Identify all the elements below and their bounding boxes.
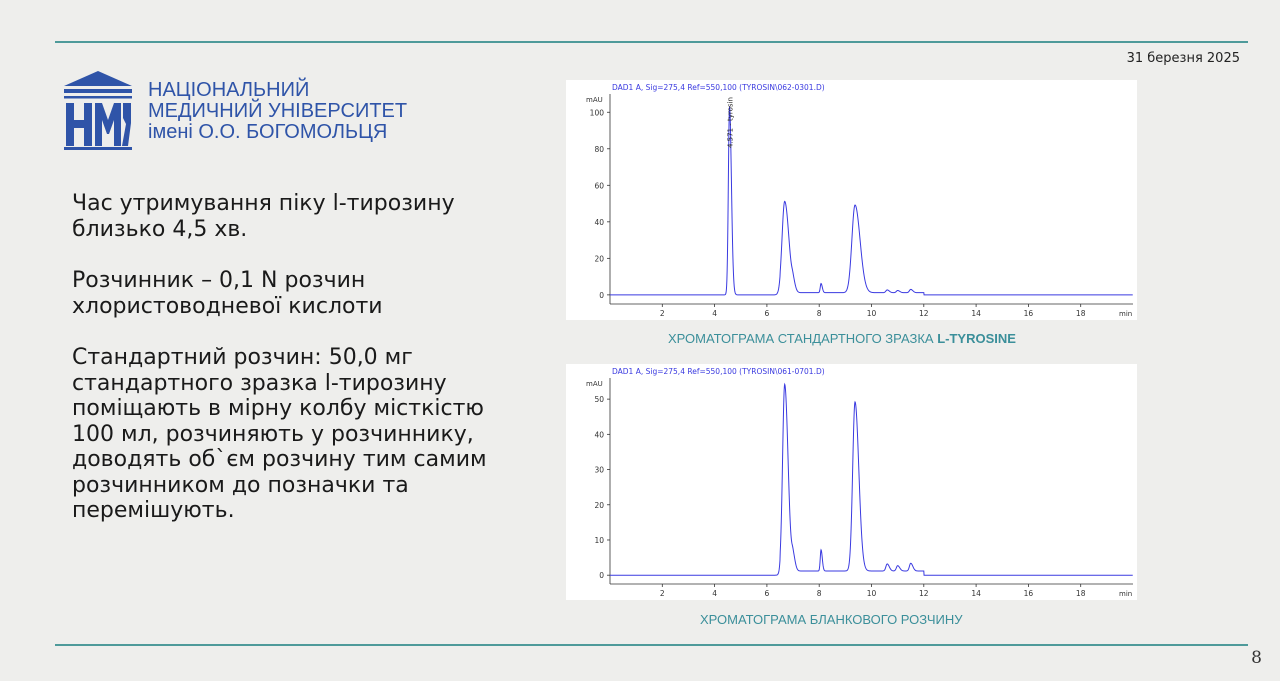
chromatogram-standard-caption: ХРОМАТОГРАМА СТАНДАРТНОГО ЗРАЗКА L-TYROS…	[668, 331, 1016, 346]
y-tick-label: 0	[599, 571, 604, 580]
x-tick-label: 10	[867, 589, 877, 598]
x-tick-label: 18	[1076, 309, 1086, 318]
y-axis-unit-label: mAU	[586, 96, 603, 104]
x-tick-label: 8	[817, 589, 822, 598]
standard-solution-text: Стандартний розчин: 50,0 мг стандартного…	[72, 345, 487, 523]
chromatogram-standard: DAD1 A, Sig=275,4 Ref=550,100 (TYROSIN\0…	[566, 80, 1137, 320]
x-tick-label: 10	[867, 309, 877, 318]
y-tick-label: 100	[590, 108, 605, 117]
x-tick-label: 18	[1076, 589, 1086, 598]
x-tick-label: 14	[971, 309, 981, 318]
chart-title: DAD1 A, Sig=275,4 Ref=550,100 (TYROSIN\0…	[612, 83, 825, 92]
chromatogram-blank-plot: DAD1 A, Sig=275,4 Ref=550,100 (TYROSIN\0…	[586, 367, 1133, 598]
solvent-text: Розчинник – 0,1 N розчин хлористоводнево…	[72, 268, 383, 319]
peak-annotation: 4.571 - tyrosin	[727, 97, 735, 148]
x-tick-label: 16	[1024, 589, 1034, 598]
y-tick-label: 40	[594, 430, 604, 439]
slide-date: 31 березня 2025	[1126, 51, 1240, 66]
x-axis-unit-label: min	[1119, 310, 1132, 318]
x-tick-label: 2	[660, 589, 665, 598]
chromatogram-standard-plot: DAD1 A, Sig=275,4 Ref=550,100 (TYROSIN\0…	[586, 83, 1133, 318]
university-name: НАЦІОНАЛЬНИЙ МЕДИЧНИЙ УНІВЕРСИТЕТ імені …	[148, 80, 407, 143]
chromatogram-trace	[610, 382, 1133, 576]
x-tick-label: 12	[919, 589, 929, 598]
top-divider	[55, 41, 1248, 43]
x-tick-label: 2	[660, 309, 665, 318]
x-tick-label: 14	[971, 589, 981, 598]
bottom-divider	[55, 644, 1248, 646]
chromatogram-blank-caption: ХРОМАТОГРАМА БЛАНКОВОГО РОЗЧИНУ	[700, 612, 963, 627]
y-axis-unit-label: mAU	[586, 380, 603, 388]
caption-standard-prefix: ХРОМАТОГРАМА СТАНДАРТНОГО ЗРАЗКА	[668, 331, 938, 346]
y-tick-label: 30	[594, 466, 604, 475]
slide-body: Час утримування піку l-тирозину близько …	[72, 191, 492, 550]
university-name-line3: імені О.О. БОГОМОЛЬЦЯ	[148, 121, 388, 143]
retention-time-text: Час утримування піку l-тирозину близько …	[72, 191, 455, 242]
y-tick-label: 20	[594, 501, 604, 510]
x-tick-label: 4	[712, 589, 717, 598]
x-tick-label: 12	[919, 309, 929, 318]
chromatogram-trace	[610, 106, 1133, 296]
x-tick-label: 4	[712, 309, 717, 318]
university-name-line2: МЕДИЧНИЙ УНІВЕРСИТЕТ	[148, 100, 408, 122]
university-logo-icon	[64, 71, 132, 150]
y-tick-label: 10	[594, 536, 604, 545]
caption-standard-bold: L-TYROSINE	[937, 331, 1016, 346]
x-tick-label: 16	[1024, 309, 1034, 318]
y-tick-label: 40	[594, 218, 604, 227]
chromatogram-blank: DAD1 A, Sig=275,4 Ref=550,100 (TYROSIN\0…	[566, 364, 1137, 600]
y-tick-label: 60	[594, 181, 604, 190]
y-tick-label: 80	[594, 145, 604, 154]
x-tick-label: 8	[817, 309, 822, 318]
x-tick-label: 6	[765, 589, 770, 598]
x-axis-unit-label: min	[1119, 590, 1132, 598]
y-tick-label: 0	[599, 291, 604, 300]
y-tick-label: 50	[594, 395, 604, 404]
y-tick-label: 20	[594, 254, 604, 263]
university-name-line1: НАЦІОНАЛЬНИЙ	[148, 79, 310, 101]
page-number: 8	[1251, 648, 1262, 668]
x-tick-label: 6	[765, 309, 770, 318]
chart-title: DAD1 A, Sig=275,4 Ref=550,100 (TYROSIN\0…	[612, 367, 825, 376]
